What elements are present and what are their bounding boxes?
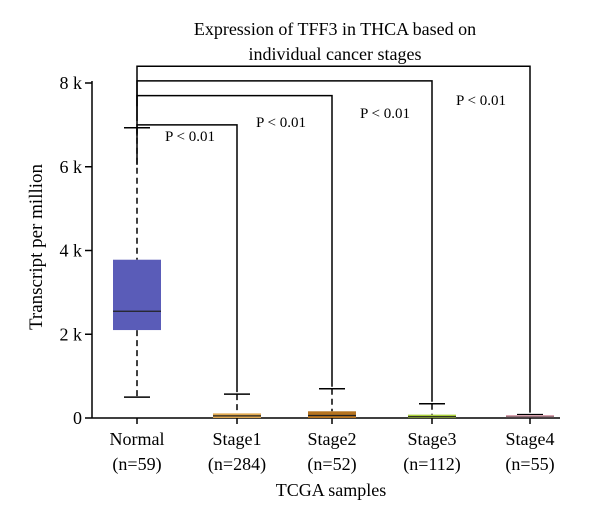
chart-title-line-2: individual cancer stages: [249, 44, 422, 64]
sample-size-label: (n=55): [505, 454, 554, 475]
y-tick-label: 8 k: [60, 73, 83, 93]
p-value-label: P < 0.01: [360, 106, 410, 122]
x-tick-label: Normal: [110, 429, 165, 449]
box-normal: [113, 259, 161, 331]
x-tick-label: Stage3: [408, 429, 457, 449]
y-tick-label: 0: [73, 408, 82, 428]
significance-bracket: [136, 65, 531, 413]
p-value-label: P < 0.01: [165, 129, 215, 145]
chart-title-line-1: Expression of TFF3 in THCA based on: [194, 19, 476, 39]
y-tick-label: 2 k: [60, 324, 83, 344]
x-tick-label: Stage1: [213, 429, 262, 449]
y-tick-label: 6 k: [60, 157, 83, 177]
sample-size-label: (n=59): [112, 454, 161, 475]
box-stage2: [308, 411, 356, 418]
x-tick-label: Stage4: [506, 429, 555, 449]
x-axis-label: TCGA samples: [276, 480, 387, 500]
box-stage4: [506, 415, 554, 418]
sample-size-label: (n=284): [208, 454, 266, 475]
p-value-label: P < 0.01: [456, 93, 506, 109]
plot-area: 0 2 k 4 k 6 k 8 k Normal (n=59) Stage1 (n=284) St…: [60, 65, 560, 475]
y-axis-label: Transcript per million: [26, 163, 47, 330]
p-value-label: P < 0.01: [256, 115, 306, 131]
y-tick-label: 4 k: [60, 241, 83, 261]
sample-size-label: (n=52): [307, 454, 356, 475]
significance-bracket: [136, 124, 238, 393]
x-tick-label: Stage2: [308, 429, 357, 449]
sample-size-label: (n=112): [403, 454, 460, 475]
